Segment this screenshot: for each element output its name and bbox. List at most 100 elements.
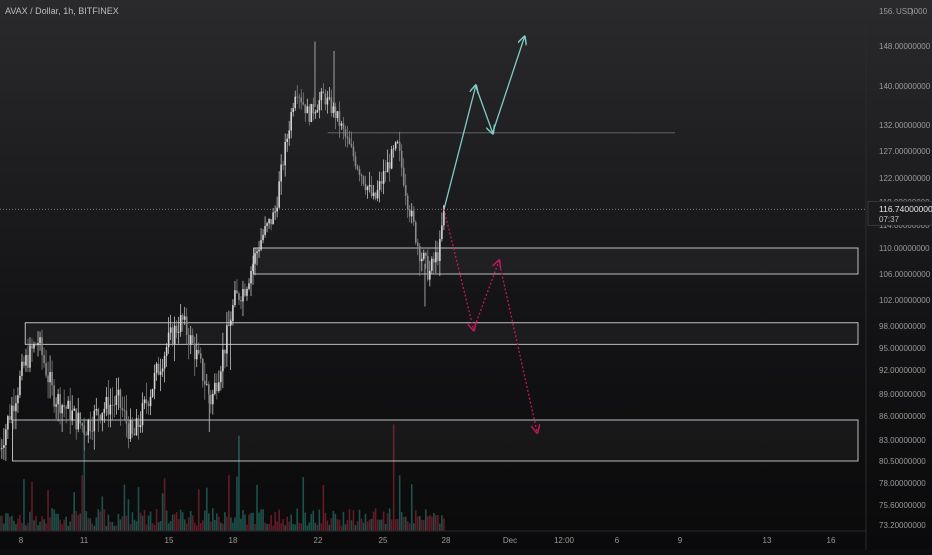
candle <box>173 316 176 362</box>
price-zone[interactable] <box>12 419 859 462</box>
candle <box>35 342 37 346</box>
candle <box>298 93 301 109</box>
candle <box>65 404 67 424</box>
volume-bar <box>185 523 188 531</box>
candle <box>53 379 55 413</box>
volume-bar <box>151 523 154 531</box>
candle <box>101 412 104 432</box>
candle <box>139 411 142 433</box>
candle <box>79 411 82 429</box>
price-zone[interactable] <box>253 247 859 275</box>
candle <box>51 360 53 396</box>
candle <box>264 216 266 238</box>
price-zones <box>12 132 859 462</box>
volume-bar <box>282 519 284 531</box>
bear-path-segment[interactable] <box>473 261 499 330</box>
volume-bar <box>75 511 78 531</box>
candle <box>216 373 218 400</box>
candle <box>165 343 168 367</box>
candle <box>31 338 33 362</box>
price-axis[interactable]: 156. USD )000 148.00000000 140.00000000 13… <box>865 0 932 550</box>
time-tick-label: 13 <box>763 536 772 545</box>
time-tick-label: 22 <box>314 536 323 545</box>
bear-path-segment[interactable] <box>498 260 537 432</box>
volume-bar <box>206 487 208 531</box>
volume-bar <box>250 513 252 531</box>
candle <box>254 247 256 276</box>
candle <box>29 337 31 373</box>
price-zone[interactable] <box>24 322 859 345</box>
bull-path-segment[interactable] <box>443 86 476 210</box>
volume-bar <box>3 523 5 531</box>
candle <box>240 295 242 310</box>
volume-bar <box>169 521 172 531</box>
candle <box>429 260 431 287</box>
volume-bar <box>105 525 108 531</box>
volume-bar <box>93 525 96 531</box>
volume-bar <box>61 524 63 531</box>
price-tick-label: 95.00000000 <box>879 344 926 353</box>
volume-bar <box>266 524 268 531</box>
candle <box>370 176 373 199</box>
bull-path-segment[interactable] <box>492 37 525 134</box>
volume-bar <box>360 518 363 531</box>
candle <box>27 338 29 373</box>
candle <box>153 364 156 400</box>
volume-bar <box>45 523 47 531</box>
volume-bar <box>49 517 51 531</box>
candle <box>346 126 349 148</box>
candle <box>356 164 359 171</box>
candle <box>416 238 419 256</box>
candle <box>392 145 395 158</box>
volume-bar <box>177 519 180 531</box>
volume-bar <box>47 490 49 531</box>
volume-bar <box>352 510 355 531</box>
candle <box>425 251 427 269</box>
time-tick-label: 11 <box>80 536 89 545</box>
candle <box>272 208 274 225</box>
candle <box>400 144 403 177</box>
candle <box>179 304 182 337</box>
candle <box>89 411 92 440</box>
volume-bar <box>25 525 27 531</box>
candle <box>288 120 290 146</box>
volume-bar <box>302 477 305 531</box>
volume-bar <box>350 520 353 531</box>
volume-bar <box>326 520 329 531</box>
time-axis[interactable]: 8 11 15 18 22 25 28 Dec 12:00 6 9 13 16 <box>0 530 866 545</box>
volume-bar <box>252 512 254 531</box>
candle <box>123 396 126 420</box>
volume-bar <box>199 523 202 531</box>
bear-path-segment[interactable] <box>443 209 474 329</box>
volume-bar <box>418 516 421 531</box>
volume-bar <box>37 525 39 531</box>
candle <box>191 328 194 345</box>
volume-bar <box>433 512 435 531</box>
candle <box>330 89 333 117</box>
candle <box>236 279 238 294</box>
candle <box>41 329 43 370</box>
price-tick-label: 102.00000000 <box>879 296 931 305</box>
volume-bar <box>53 509 55 531</box>
bull-path-segment[interactable] <box>475 85 493 133</box>
price-tick-label: 98.00000000 <box>879 322 926 331</box>
candle <box>420 252 423 272</box>
volume-bar <box>374 508 377 531</box>
volume-bar <box>274 512 276 531</box>
candle <box>306 98 309 114</box>
price-tick-label: 127.00000000 <box>879 147 931 156</box>
volume-bar <box>17 518 19 531</box>
candle <box>318 91 321 119</box>
candle <box>252 255 254 285</box>
candle <box>125 395 128 438</box>
volume-bar <box>431 516 433 531</box>
candle <box>197 342 200 355</box>
volume-bar <box>435 515 437 531</box>
volume-bar <box>39 521 41 531</box>
candle <box>151 388 154 398</box>
volume-bar <box>414 510 417 531</box>
candle <box>260 228 262 252</box>
price-tick-label: 140.00000000 <box>879 82 931 91</box>
